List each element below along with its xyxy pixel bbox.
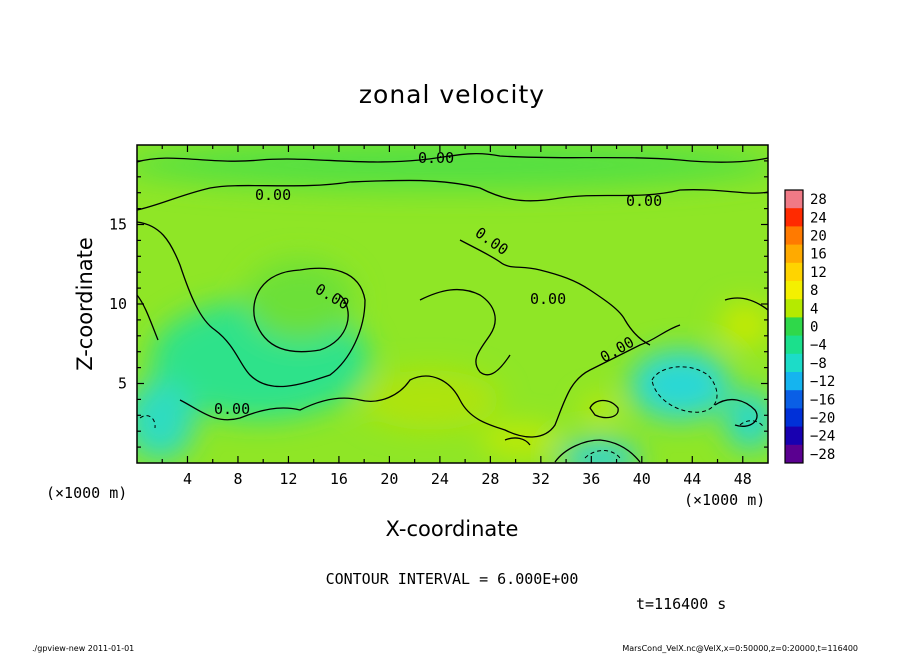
contour-line-negative: [584, 450, 621, 459]
colorbar-swatch: [785, 226, 803, 246]
colorbar-label: 28: [810, 192, 827, 208]
colorbar-label: 8: [810, 283, 818, 299]
colorbar-label: −16: [810, 392, 835, 408]
field-patch: [137, 380, 195, 460]
colorbar-frame: [784, 189, 804, 464]
y-tick-label: 5: [118, 375, 127, 393]
colorbar-swatch: [785, 299, 803, 318]
colorbar-label: 0: [810, 320, 818, 336]
contour-label: 0.00: [530, 290, 566, 308]
x-tick-label: 20: [380, 470, 398, 488]
chart-title: zonal velocity: [359, 80, 545, 109]
colorbar-label: 16: [810, 247, 827, 263]
contour-line: [589, 399, 619, 419]
footer-right: MarsCond_VelX.nc@VelX,x=0:50000,z=0:2000…: [622, 644, 858, 653]
contour-label: 0.00: [626, 192, 662, 210]
contour-line: [724, 297, 768, 311]
x-tick-label: 40: [633, 470, 651, 488]
x-tick-label: 28: [481, 470, 499, 488]
contour-line: [137, 153, 768, 163]
contour-line: [714, 398, 758, 427]
colorbar-label: −24: [810, 429, 835, 445]
colorbar-swatch: [785, 335, 803, 355]
x-tick-label: 4: [183, 470, 192, 488]
contour-line: [554, 439, 641, 463]
field-patch: [720, 303, 768, 347]
contour-line: [459, 239, 651, 346]
contour-line: [179, 324, 681, 438]
field-patch: [630, 350, 730, 420]
x-tick-label: 32: [532, 470, 550, 488]
colorbar-swatch: [785, 444, 803, 464]
x-tick-label: 44: [683, 470, 701, 488]
x-tick-label: 48: [734, 470, 752, 488]
x-unit-right: (×1000 m): [684, 491, 765, 509]
x-tick-label: 12: [279, 470, 297, 488]
colorbar-swatch: [785, 190, 803, 209]
colorbar-swatch: [785, 208, 803, 227]
x-axis-label: X-coordinate: [386, 517, 519, 541]
field-patch: [725, 390, 768, 450]
y-ticks: 5 10 15: [109, 160, 768, 448]
field-patch: [480, 425, 560, 455]
colorbar-label: 20: [810, 229, 827, 245]
colorbar-swatch: [785, 390, 803, 409]
colorbar-label: 4: [810, 301, 818, 317]
y-tick-label: 15: [109, 216, 127, 234]
contour-line-negative: [651, 366, 718, 413]
contour-label: 0.00: [255, 186, 291, 204]
contour-line: [504, 437, 531, 446]
colorbar-label: −4: [810, 338, 827, 354]
colorbar-swatch: [785, 262, 803, 282]
colorbar-swatch: [785, 408, 803, 428]
x-tick-label: 24: [431, 470, 449, 488]
x-tick-label: 16: [330, 470, 348, 488]
contour-line-negative: [139, 415, 156, 429]
x-tick-label: 8: [233, 470, 242, 488]
colorbar-label: 12: [810, 265, 827, 281]
colorbar-swatch: [785, 281, 803, 300]
contour-line: [137, 294, 159, 341]
footer-left: ./gpview-new 2011-01-01: [32, 644, 134, 653]
contour-label: 0.00: [214, 400, 250, 418]
heatmap-field: [137, 145, 768, 463]
colorbar-swatch: [785, 426, 803, 446]
colorbar-label: −20: [810, 411, 835, 427]
contour-line: [137, 221, 366, 388]
y-tick-label: 10: [109, 295, 127, 313]
colorbar-swatch: [785, 244, 803, 264]
contour-label: 0.00: [418, 149, 454, 167]
contour-lines: [137, 153, 768, 463]
contour-line: [419, 288, 511, 376]
field-patch: [245, 260, 355, 340]
y-axis-label: Z-coordinate: [73, 237, 97, 371]
contour-line-negative: [739, 420, 765, 429]
x-unit-left: (×1000 m): [46, 484, 127, 502]
x-tick-label: 36: [582, 470, 600, 488]
colorbar-swatch: [785, 317, 803, 337]
time-label: t=116400 s: [636, 595, 726, 613]
colorbar-label: 24: [810, 210, 827, 226]
colorbar-label: −28: [810, 447, 835, 463]
field-patch: [137, 145, 768, 190]
x-ticks: 4 8 12 16 20 24 28 32 36 40 44 48: [161, 145, 752, 488]
contour-line: [137, 179, 768, 211]
dashed-contours: [139, 366, 765, 459]
field-patch: [360, 370, 500, 430]
colorbar-swatch: [785, 353, 803, 373]
colorbar-swatch: [785, 372, 803, 391]
colorbar: 28 24 20 16 12 8 4 0 −4 −8 −12 −16 −20 −24 −28: [784, 189, 835, 464]
contour-interval-label: CONTOUR INTERVAL = 6.000E+00: [326, 570, 579, 588]
colorbar-label: −12: [810, 374, 835, 390]
field-patch: [582, 398, 618, 422]
colorbar-label: −8: [810, 356, 827, 372]
